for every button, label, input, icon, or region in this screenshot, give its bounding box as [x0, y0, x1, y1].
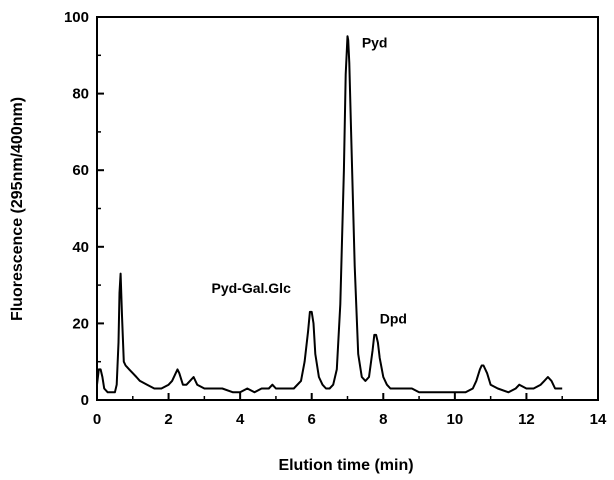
peak-label: Pyd: [362, 35, 388, 51]
x-tick-label: 14: [590, 411, 607, 428]
plot-frame: [96, 16, 599, 401]
x-tick-label: 6: [308, 411, 316, 428]
y-tick-label: 100: [64, 9, 89, 26]
ticks: 0 2 4 6 8 10 12 14 0 20 40 60 80 100: [64, 9, 607, 428]
axes: [96, 16, 599, 401]
x-tick-label: 4: [236, 411, 245, 428]
x-tick-label: 0: [93, 411, 101, 428]
annotations: Pyd Pyd-Gal.Glc Dpd: [212, 35, 407, 327]
x-axis-title: Elution time (min): [278, 457, 413, 474]
y-tick-label: 0: [81, 392, 89, 409]
x-tick-label: 10: [447, 411, 464, 428]
x-tick-label: 2: [164, 411, 172, 428]
peak-label: Pyd-Gal.Glc: [212, 280, 292, 296]
y-tick-label: 20: [72, 315, 89, 332]
y-tick-label: 80: [72, 86, 89, 103]
x-tick-label: 12: [518, 411, 535, 428]
y-tick-label: 60: [72, 162, 89, 179]
peak-label: Dpd: [380, 310, 407, 326]
y-axis-title: Fluorescence (295nm/400nm): [9, 97, 26, 321]
x-tick-label: 8: [379, 411, 387, 428]
y-tick-label: 40: [72, 239, 89, 256]
series: [96, 35, 563, 394]
chromatogram-trace: [96, 35, 563, 394]
